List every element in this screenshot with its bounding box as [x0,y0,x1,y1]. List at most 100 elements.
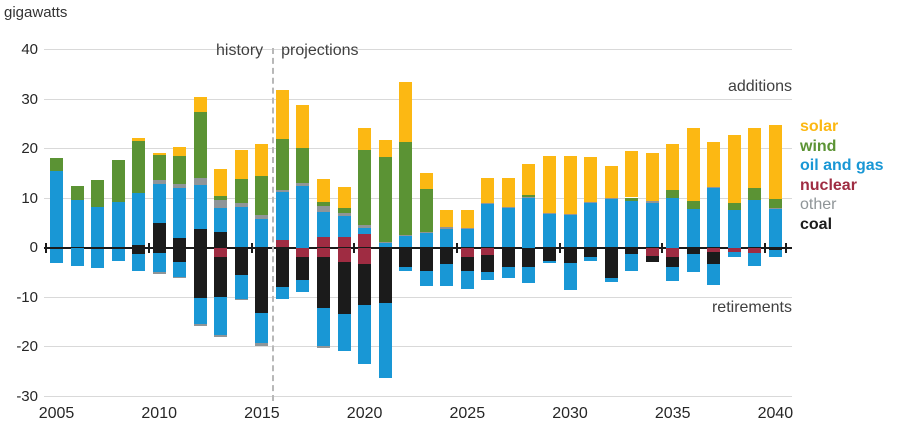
x-axis-year-label: 2010 [141,405,177,422]
x-axis-year-label: 2020 [346,405,383,422]
bar-addition-solar-2023 [419,172,433,190]
bar-retirement-nuclear-2020 [358,247,372,264]
zero-axis-tick [764,242,767,253]
bar-addition-coal-2009 [132,245,146,248]
bar-addition-solar-2029 [542,155,556,214]
bar-retirement-coal-2027 [501,247,515,268]
bar-addition-solar-2036 [686,128,700,201]
legend-item-wind: wind [800,137,837,155]
bar-retirement-oil_and_gas-2008 [111,249,125,262]
bar-addition-solar-2030 [563,155,577,215]
bar-addition-oil_and_gas-2040 [768,208,782,248]
bar-addition-other-2037 [707,186,721,189]
bar-addition-solar-2035 [666,143,680,190]
bar-addition-other-2027 [501,207,515,209]
bar-addition-oil_and_gas-2019 [337,215,351,237]
bar-addition-other-2040 [768,207,782,209]
bar-retirement-nuclear-2019 [337,247,351,263]
bar-retirement-other-2011 [173,277,187,279]
bar-retirement-oil_and_gas-2037 [707,263,721,286]
bar-addition-oil_and_gas-2021 [378,242,392,248]
gridline-30 [44,98,792,100]
zero-axis-tick [147,242,150,253]
bar-retirement-oil_and_gas-2007 [91,248,105,269]
bar-addition-wind-2028 [522,195,536,197]
bar-retirement-oil_and_gas-2015 [255,313,269,344]
bar-addition-wind-2006 [70,185,84,201]
x-axis-year-label: 2030 [552,405,588,422]
bar-addition-nuclear-2019 [337,236,351,248]
gridline--10 [44,296,792,298]
y-axis-tick-label: 40 [21,41,38,58]
bar-addition-wind-2036 [686,200,700,210]
bar-addition-wind-2016 [275,139,289,190]
bar-retirement-nuclear-2026 [481,247,495,255]
zero-axis-tick [456,242,459,253]
bar-addition-oil_and_gas-2008 [111,201,125,248]
bar-retirement-coal-2019 [337,262,351,315]
bar-addition-solar-2037 [707,142,721,187]
bar-retirement-coal-2017 [296,257,310,280]
y-axis-unit-label: gigawatts [4,4,68,21]
bar-retirement-coal-2029 [542,247,556,262]
bar-retirement-oil_and_gas-2010 [152,253,166,273]
bar-addition-wind-2035 [666,189,680,198]
bar-retirement-oil_and_gas-2005 [50,248,63,264]
bar-addition-wind-2013 [214,196,228,201]
gridline--30 [44,395,792,397]
bar-addition-oil_and_gas-2028 [522,198,536,248]
bar-addition-solar-2038 [727,135,741,203]
bar-addition-wind-2010 [152,154,166,180]
bar-addition-oil_and_gas-2014 [234,207,248,248]
bar-retirement-oil_and_gas-2040 [768,249,782,258]
bar-addition-solar-2013 [214,168,228,196]
legend-item-solar: solar [800,118,839,135]
bar-addition-other-2010 [152,179,166,185]
zero-axis-tick [558,242,561,253]
bar-retirement-oil_and_gas-2019 [337,314,351,352]
bar-addition-other-2013 [214,200,228,208]
bar-addition-other-2026 [481,203,495,205]
bar-addition-solar-2012 [193,96,207,113]
bar-retirement-coal-2012 [193,247,207,299]
bar-addition-solar-2024 [440,210,454,227]
bar-retirement-nuclear-2037 [707,247,721,253]
zero-axis-tick [661,242,664,253]
bar-addition-other-2020 [358,224,372,228]
bar-retirement-oil_and_gas-2013 [214,297,228,336]
y-axis-tick-label: -20 [16,338,38,355]
bar-retirement-coal-2011 [173,247,187,263]
bar-retirement-oil_and_gas-2017 [296,279,310,293]
bar-retirement-coal-2024 [440,247,454,264]
bar-addition-oil_and_gas-2032 [604,199,618,248]
bar-retirement-coal-2022 [399,247,413,268]
bar-retirement-oil_and_gas-2039 [748,253,762,266]
bar-addition-oil_and_gas-2010 [152,184,166,223]
bar-retirement-coal-2028 [522,247,536,267]
bar-addition-oil_and_gas-2020 [358,227,372,234]
bar-addition-solar-2028 [522,164,536,196]
bar-retirement-coal-2026 [481,254,495,272]
bar-retirement-coal-2035 [666,257,680,268]
zero-axis-tick [353,242,356,253]
y-axis-tick-label: 0 [29,239,38,256]
y-axis-tick-label: 20 [21,140,38,157]
bar-addition-other-2032 [604,198,618,200]
bar-retirement-oil_and_gas-2024 [440,263,454,286]
bar-retirement-oil_and_gas-2036 [686,253,700,273]
bar-addition-solar-2021 [378,139,392,158]
x-axis-year-label: 2035 [654,405,691,422]
bar-addition-other-2024 [440,226,454,229]
bar-addition-other-2021 [378,241,392,243]
bar-retirement-oil_and_gas-2033 [625,253,639,271]
bar-addition-solar-2016 [275,89,289,140]
legend-item-coal: coal [800,215,833,233]
bar-addition-other-2030 [563,214,577,216]
bar-addition-other-2012 [193,178,207,185]
bar-addition-wind-2014 [234,178,248,203]
bar-retirement-nuclear-2017 [296,247,310,258]
bar-retirement-coal-2037 [707,252,721,264]
bar-addition-nuclear-2016 [275,240,289,248]
bar-addition-other-2028 [522,197,536,198]
